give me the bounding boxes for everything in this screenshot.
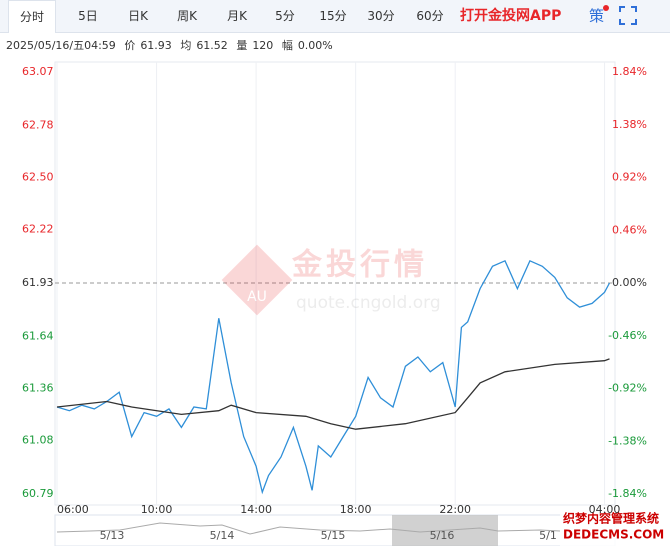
info-label: 价: [124, 39, 136, 52]
info-datetime: 2025/05/16/五04:59: [6, 39, 116, 52]
tab[interactable]: 月K: [227, 9, 247, 23]
tab-bar: [0, 0, 670, 33]
info-label: 均: [180, 39, 192, 52]
info-label: 量: [236, 39, 248, 52]
y-tick-label: 62.22: [22, 222, 54, 235]
tab[interactable]: 日K: [128, 9, 148, 23]
tab[interactable]: 5日: [78, 9, 98, 23]
info-line: 2025/05/16/五04:59 价 61.93 均 61.52 量 120 幅 0.…: [6, 37, 338, 53]
x-tick-label: 14:00: [240, 503, 272, 516]
info-value: 61.93: [140, 39, 172, 52]
x-tick-label: 04:00: [589, 503, 621, 516]
info-value: 120: [252, 39, 274, 52]
strategy-button[interactable]: 策: [589, 7, 605, 25]
info-value: 0.00%: [297, 39, 333, 52]
x-tick-label: 22:00: [439, 503, 471, 516]
y2-tick-label: -0.46%: [608, 329, 647, 342]
y-tick-label: 61.64: [22, 330, 54, 343]
y-tick-label: 60.79: [22, 487, 54, 500]
y-tick-label: 61.36: [22, 382, 54, 395]
navigator-date: 5/16: [430, 529, 455, 542]
overlay-bg: [560, 510, 670, 546]
y-tick-label: 62.50: [22, 171, 54, 184]
watermark-title: 金投行情: [291, 248, 428, 283]
info-label: 幅: [281, 39, 293, 52]
tab[interactable]: 分时: [8, 0, 56, 33]
y2-tick-label: -1.38%: [608, 434, 647, 447]
overlay-text: 织梦内容管理系统: [563, 511, 659, 526]
x-tick-label: 10:00: [141, 503, 173, 516]
y2-tick-label: 0.92%: [612, 171, 647, 184]
y-tick-label: 62.78: [22, 119, 54, 132]
app-button[interactable]: 打开金投网APP: [460, 8, 562, 24]
y2-tick-label: 0.46%: [612, 223, 647, 236]
watermark: AU 金投行情 quote.cngold.org: [221, 244, 441, 316]
info-value: 61.52: [196, 39, 228, 52]
overlay-text: DEDECMS.COM: [563, 528, 664, 542]
y2-tick-label: 1.84%: [612, 65, 647, 78]
navigator-line: [56, 522, 561, 535]
tab[interactable]: 30分: [367, 9, 395, 23]
average-line: [56, 358, 610, 430]
navigator-date: 5/15: [321, 529, 346, 542]
navigator-date: 5/1: [539, 529, 557, 542]
y2-tick-label: 1.38%: [612, 118, 647, 131]
tab[interactable]: 60分: [416, 9, 444, 23]
watermark-url: quote.cngold.org: [296, 293, 441, 313]
y2-tick-label: -0.92%: [608, 382, 647, 395]
tab[interactable]: 5分: [275, 9, 295, 23]
y2-tick-label: 0.00%: [612, 276, 647, 289]
notification-dot: [603, 5, 609, 11]
navigator-date: 5/13: [100, 529, 125, 542]
x-tick-label: 18:00: [340, 503, 372, 516]
y2-tick-label: -1.84%: [608, 487, 647, 500]
x-tick-label: 06:00: [57, 503, 89, 516]
tab[interactable]: 15分: [319, 9, 347, 23]
y-tick-label: 61.93: [22, 276, 54, 289]
price-line: [56, 259, 611, 495]
navigator-date: 5/14: [210, 529, 235, 542]
tab[interactable]: 周K: [177, 9, 197, 23]
watermark-logo-text: AU: [247, 289, 267, 305]
watermark-logo: [221, 244, 293, 316]
y-tick-label: 63.07: [22, 65, 54, 78]
y-tick-label: 61.08: [22, 433, 54, 446]
